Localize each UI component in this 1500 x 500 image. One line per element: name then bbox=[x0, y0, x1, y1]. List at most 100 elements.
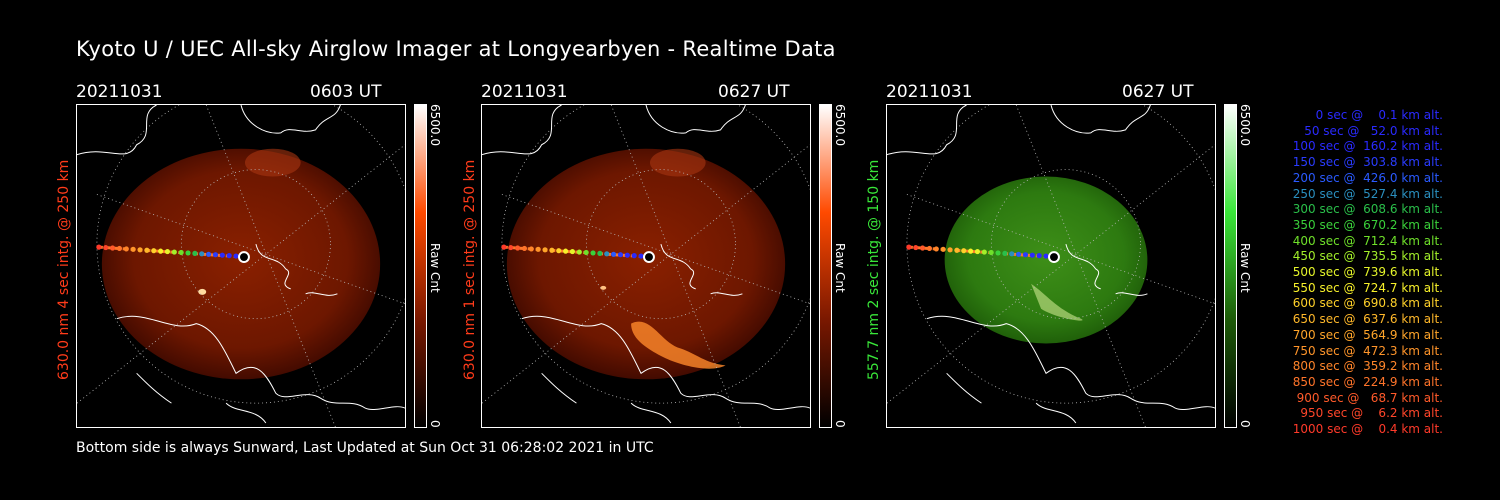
panel-1-cbar-label: Raw Cnt bbox=[428, 243, 442, 293]
trajectory-dot bbox=[1022, 252, 1029, 258]
legend-row: 0 sec @ 0.1 km alt. bbox=[1308, 108, 1443, 122]
legend-row: 100 sec @ 160.2 km alt. bbox=[1292, 139, 1443, 154]
trajectory-dot bbox=[995, 250, 1001, 256]
trajectory-dot bbox=[906, 244, 912, 250]
trajectory-dot bbox=[1002, 250, 1008, 256]
trajectory-dot bbox=[638, 253, 644, 259]
trajectory-dot bbox=[515, 245, 521, 251]
panel-2-colorbar bbox=[819, 104, 832, 428]
legend-row: 200 sec @ 426.0 km alt. bbox=[1292, 170, 1443, 185]
trajectory-dot bbox=[1016, 251, 1022, 257]
legend-row: 750 sec @ 472.3 km alt. bbox=[1292, 343, 1443, 358]
panel-1-date: 20211031 bbox=[76, 82, 163, 102]
trajectory-dot bbox=[604, 251, 610, 257]
trajectory-dot bbox=[1036, 253, 1042, 259]
trajectory-dot bbox=[1043, 253, 1049, 259]
altitude-legend: 0 sec @ 0.1 km alt. 50 sec @ 52.0 km alt… bbox=[1293, 108, 1443, 438]
legend-row: 600 sec @ 690.8 km alt. bbox=[1292, 296, 1443, 311]
panel-2-cbar-min: 0 bbox=[833, 420, 847, 428]
legend-row: 350 sec @ 670.2 km alt. bbox=[1292, 217, 1443, 232]
legend-row: 150 sec @ 303.8 km alt. bbox=[1292, 155, 1443, 170]
trajectory-dot bbox=[501, 244, 507, 250]
panel-1-allsky-image bbox=[76, 104, 406, 428]
panel-3-trajectory bbox=[906, 244, 1060, 264]
trajectory-dot bbox=[1029, 252, 1035, 258]
panel-1-time: 0603 UT bbox=[310, 82, 382, 102]
trajectory-dot bbox=[219, 252, 225, 258]
panel-2-svg bbox=[482, 105, 810, 427]
page-title: Kyoto U / UEC All-sky Airglow Imager at … bbox=[76, 37, 836, 61]
trajectory-dot bbox=[611, 251, 617, 257]
trajectory-dot bbox=[521, 245, 528, 252]
panel-1-colorbar bbox=[414, 104, 427, 428]
trajectory-dot bbox=[144, 247, 150, 253]
trajectory-dot bbox=[178, 249, 184, 256]
legend-row: 800 sec @ 359.2 km alt. bbox=[1292, 359, 1443, 374]
panel-3-ylabel: 557.7 nm 2 sec intg. @ 150 km bbox=[866, 159, 882, 380]
trajectory-dot bbox=[576, 249, 582, 255]
legend-row: 650 sec @ 637.6 km alt. bbox=[1292, 312, 1443, 327]
trajectory-dot bbox=[954, 247, 960, 253]
panel-1-cbar-min: 0 bbox=[428, 420, 442, 428]
trajectory-dot bbox=[528, 246, 534, 252]
trajectory-dot bbox=[988, 249, 994, 256]
trajectory-dot bbox=[926, 245, 933, 252]
panel-1-trajectory bbox=[96, 244, 250, 264]
trajectory-dot bbox=[206, 251, 212, 257]
trajectory-dot bbox=[164, 249, 171, 255]
trajectory-dot bbox=[583, 249, 589, 256]
panel-2-trajectory bbox=[501, 244, 655, 264]
trajectory-dot bbox=[151, 248, 157, 254]
trajectory-dot bbox=[212, 252, 219, 258]
trajectory-dot bbox=[233, 253, 239, 259]
panel-3-date: 20211031 bbox=[886, 82, 973, 102]
panel-1-svg bbox=[77, 105, 405, 427]
panel-2-cbar-label: Raw Cnt bbox=[833, 243, 847, 293]
trajectory-dot bbox=[1009, 251, 1015, 257]
trajectory-dot bbox=[110, 245, 116, 251]
trajectory-dot bbox=[968, 248, 974, 254]
trajectory-dot bbox=[947, 247, 953, 253]
trajectory-dot bbox=[185, 250, 191, 256]
legend-row: 400 sec @ 712.4 km alt. bbox=[1292, 233, 1443, 248]
trajectory-dot bbox=[631, 253, 637, 259]
trajectory-dot bbox=[624, 252, 630, 258]
trajectory-dot bbox=[920, 245, 926, 251]
trajectory-dot bbox=[130, 246, 136, 252]
trajectory-dot bbox=[171, 249, 177, 255]
legend-row: 300 sec @ 608.6 km alt. bbox=[1292, 202, 1443, 217]
trajectory-dot bbox=[116, 245, 123, 252]
panel-3-cbar-min: 0 bbox=[1238, 420, 1252, 428]
trajectory-dot bbox=[961, 248, 967, 254]
panel-2-cbar-max: 6500.0 bbox=[833, 104, 847, 146]
panel-3-time: 0627 UT bbox=[1122, 82, 1194, 102]
trajectory-dot bbox=[981, 249, 987, 255]
trajectory-dot bbox=[103, 244, 109, 251]
panel-2-allsky-image bbox=[481, 104, 811, 428]
trajectory-dot bbox=[940, 246, 946, 252]
legend-row: 450 sec @ 735.5 km alt. bbox=[1292, 249, 1443, 264]
trajectory-dot bbox=[542, 247, 548, 253]
legend-row: 1000 sec @ 0.4 km alt. bbox=[1292, 422, 1443, 437]
legend-row: 50 sec @ 52.0 km alt. bbox=[1300, 123, 1443, 138]
legend-row: 550 sec @ 724.7 km alt. bbox=[1292, 280, 1443, 295]
trajectory-dot bbox=[226, 253, 232, 259]
trajectory-dot bbox=[617, 252, 624, 258]
trajectory-dot bbox=[199, 251, 205, 257]
panel-2-date: 20211031 bbox=[481, 82, 568, 102]
trajectory-dot bbox=[597, 250, 603, 256]
panel-3-svg bbox=[887, 105, 1215, 427]
panel-2-ylabel: 630.0 nm 1 sec intg. @ 250 km bbox=[462, 159, 478, 380]
trajectory-dot bbox=[569, 249, 576, 255]
legend-row: 500 sec @ 739.6 km alt. bbox=[1292, 265, 1443, 280]
trajectory-dot bbox=[96, 244, 102, 250]
trajectory-dot bbox=[137, 247, 143, 253]
panel-2-time: 0627 UT bbox=[718, 82, 790, 102]
panel-1-cbar-max: 6500.0 bbox=[428, 104, 442, 146]
panel-3-colorbar bbox=[1224, 104, 1237, 428]
legend-row: 900 sec @ 68.7 km alt. bbox=[1296, 390, 1443, 405]
panel-1-ylabel: 630.0 nm 4 sec intg. @ 250 km bbox=[56, 159, 72, 380]
panel-3-cbar-max: 6500.0 bbox=[1238, 104, 1252, 146]
trajectory-dot bbox=[590, 250, 596, 256]
trajectory-dot bbox=[933, 246, 939, 252]
